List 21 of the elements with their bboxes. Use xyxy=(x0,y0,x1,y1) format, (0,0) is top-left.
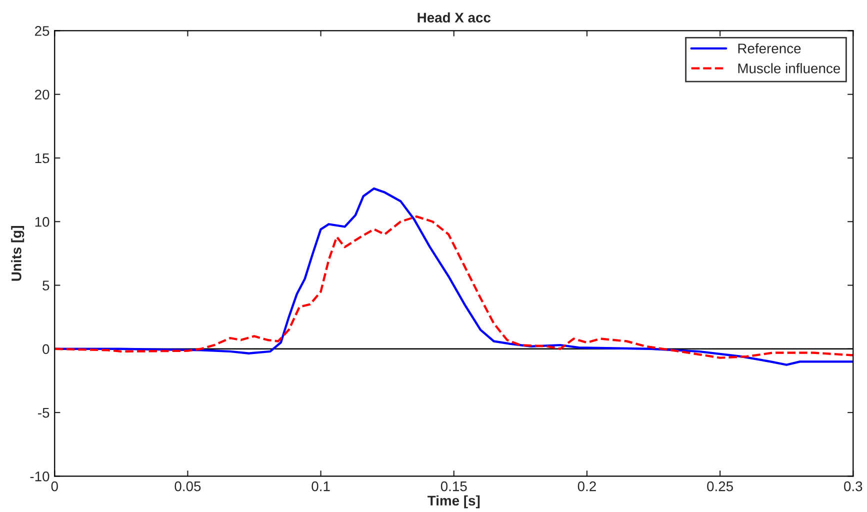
y-tick-label: 20 xyxy=(35,90,50,100)
y-tick-label: -10 xyxy=(30,471,50,482)
y-tick-label: 15 xyxy=(35,153,50,164)
x-tick-label: 0 xyxy=(51,481,58,492)
chart-title: Head X acc xyxy=(418,12,491,23)
x-tick-label: 0.2 xyxy=(578,481,596,492)
line-series xyxy=(54,215,854,359)
legend-label: Reference xyxy=(738,43,801,54)
legend-label: Muscle influence xyxy=(738,63,840,74)
x-tick-label: 0.3 xyxy=(844,481,862,492)
x-tick-label: 0.1 xyxy=(312,481,330,492)
y-tick-label: -5 xyxy=(38,408,50,418)
y-tick-label: 0 xyxy=(42,344,50,354)
y-axis-title: Units [g] xyxy=(11,226,24,281)
x-tick-label: 0.05 xyxy=(174,481,201,492)
x-tick-label: 0.25 xyxy=(707,481,733,492)
y-tick-label: 10 xyxy=(35,216,50,227)
x-axis-title: Time [s] xyxy=(428,495,480,508)
x-tick-label: 0.15 xyxy=(440,481,467,492)
y-tick-label: 25 xyxy=(35,26,50,36)
y-tick-label: 5 xyxy=(42,280,50,290)
